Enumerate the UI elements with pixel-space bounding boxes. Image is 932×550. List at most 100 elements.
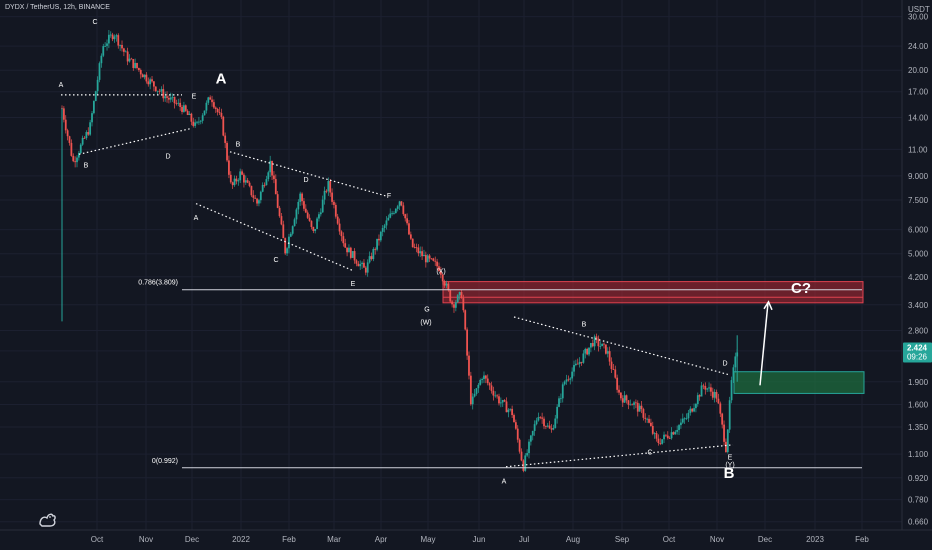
- candle-body-312: [646, 418, 649, 420]
- candle-body-234: [499, 402, 502, 404]
- candle-body-102: [252, 195, 255, 198]
- candle-body-27: [111, 34, 114, 40]
- candle-body-329: [678, 425, 680, 431]
- wave-label-21: B: [724, 465, 735, 482]
- candle-body-307: [636, 402, 639, 412]
- candle-body-274: [574, 363, 577, 366]
- candle-body-99: [246, 180, 249, 183]
- candle-body-335: [689, 408, 692, 413]
- candle-body-334: [687, 412, 690, 419]
- candle-body-6: [72, 155, 75, 162]
- price-tick-2: 20.00: [908, 66, 929, 75]
- candle-body-236: [503, 400, 506, 402]
- candle-body-229: [490, 385, 493, 391]
- candle-body-84: [218, 112, 221, 113]
- candle-body-336: [691, 408, 694, 412]
- candle-body-136: [316, 218, 318, 229]
- wave-label-8: C: [273, 257, 278, 264]
- candle-body-164: [368, 256, 371, 263]
- candle-body-222: [477, 384, 480, 389]
- candle-body-331: [681, 418, 684, 423]
- candle-body-159: [359, 264, 362, 267]
- candle-body-77: [205, 102, 208, 111]
- candle-body-287: [599, 346, 602, 347]
- candle-body-320: [661, 439, 664, 444]
- candle-body-304: [631, 404, 634, 406]
- candle-body-343: [704, 386, 707, 390]
- candle-body-288: [601, 343, 604, 347]
- symbol-title: DYDX / TetherUS, 12h, BINANCE: [5, 4, 110, 11]
- price-tick-19: 0.780: [908, 496, 929, 505]
- candle-body-21: [100, 55, 103, 64]
- candle-body-310: [642, 409, 645, 418]
- candle-body-195: [426, 255, 429, 263]
- candle-body-294: [612, 369, 615, 370]
- candle-body-227: [486, 378, 489, 384]
- candle-body-199: [434, 260, 437, 262]
- wave-label-13: G: [424, 307, 429, 314]
- candle-body-267: [561, 384, 564, 399]
- candle-body-187: [411, 238, 414, 248]
- candle-body-283: [591, 343, 594, 347]
- candle-body-237: [505, 401, 508, 413]
- candle-body-24: [106, 43, 108, 46]
- candle-body-264: [556, 406, 559, 419]
- candle-body-252: [533, 424, 536, 431]
- candle-body-163: [366, 262, 369, 273]
- candle-body-328: [676, 430, 679, 432]
- candle-body-245: [520, 451, 523, 461]
- channel-lower: [195, 203, 354, 272]
- time-tick-1: Nov: [139, 535, 153, 544]
- candle-body-296: [616, 377, 619, 390]
- time-tick-9: Jul: [519, 535, 529, 544]
- candle-body-30: [117, 35, 120, 46]
- candle-body-73: [198, 121, 200, 123]
- candle-body-291: [606, 351, 609, 354]
- candle-body-325: [670, 432, 673, 439]
- candle-body-76: [203, 110, 206, 116]
- candle-body-111: [269, 160, 272, 173]
- candle-body-25: [107, 34, 110, 44]
- candle-body-120: [286, 248, 288, 254]
- candle-body-293: [610, 361, 613, 370]
- candle-body-344: [706, 388, 709, 390]
- wave-lines: [61, 94, 773, 468]
- candle-body-208: [451, 301, 454, 305]
- candle-body-268: [563, 381, 566, 385]
- candle-body-193: [423, 254, 425, 257]
- tradingview-logo-icon[interactable]: [39, 513, 56, 527]
- time-tick-14: Dec: [758, 535, 772, 544]
- candle-body-171: [381, 228, 384, 232]
- candle-body-340: [698, 395, 701, 397]
- candle-body-351: [719, 403, 722, 414]
- candle-body-179: [396, 206, 399, 209]
- candle-body-345: [708, 387, 710, 389]
- candle-body-129: [303, 201, 305, 209]
- candle-body-309: [640, 405, 643, 410]
- candle-body-349: [715, 391, 718, 399]
- candle-body-244: [518, 439, 521, 452]
- candle-body-131: [306, 212, 309, 218]
- price-tick-6: 9.000: [908, 172, 929, 181]
- projection-arrow-head: [763, 300, 773, 311]
- time-axis[interactable]: Oct Nov Dec 2022 Feb Mar Apr May Jun Jul Aug Sep Oct…: [91, 535, 870, 544]
- price-axis[interactable]: 30.00 24.00 20.00 17.00 14.00 11.00 9.000 7.500…: [908, 13, 929, 527]
- price-tick-12: 2.800: [908, 326, 929, 335]
- candle-body-66: [184, 105, 187, 111]
- candle-body-196: [428, 255, 431, 259]
- candle-body-37: [130, 58, 133, 60]
- candle-body-262: [552, 427, 555, 430]
- candle-body-205: [445, 283, 448, 286]
- candle-body-346: [710, 387, 712, 392]
- wave-label-3: D: [165, 154, 170, 161]
- candle-body-13: [85, 132, 88, 139]
- candle-body-225: [483, 375, 485, 380]
- candle-body-91: [231, 182, 234, 186]
- time-tick-15: 2023: [806, 535, 824, 544]
- candle-body-98: [244, 180, 247, 183]
- candle-body-273: [573, 365, 575, 372]
- candle-body-207: [449, 290, 452, 302]
- candle-body-150: [342, 236, 345, 244]
- price-tick-17: 1.100: [908, 450, 929, 459]
